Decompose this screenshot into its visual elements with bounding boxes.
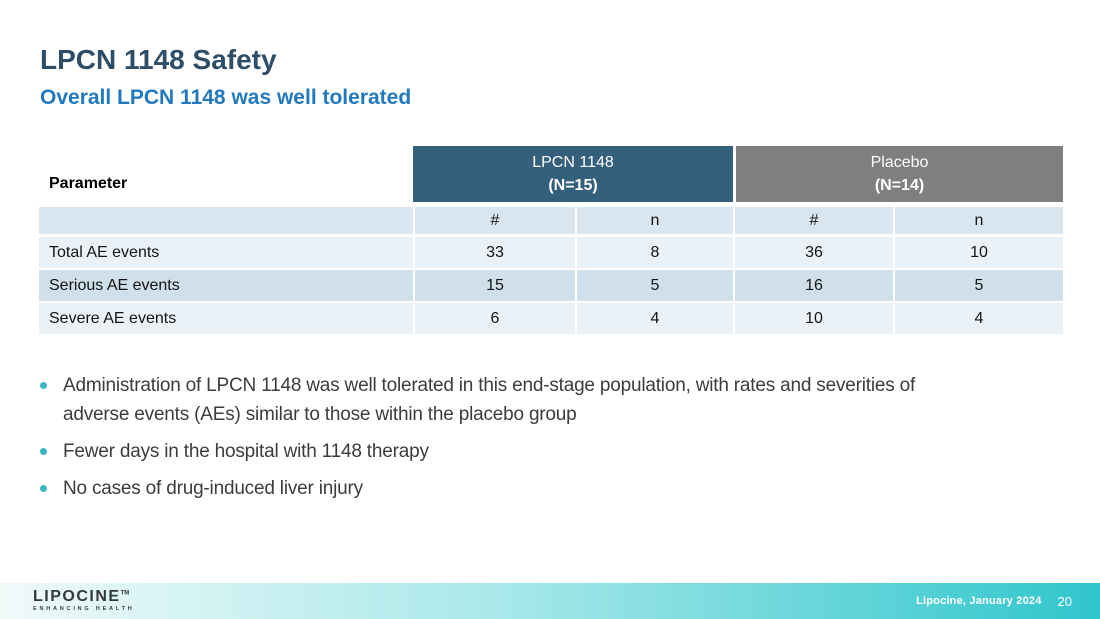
subheader-cell: n (893, 207, 1063, 234)
row-value: 33 (413, 237, 575, 268)
table-subheader-row: # n # n (39, 207, 1063, 234)
row-value: 36 (733, 237, 893, 268)
table-row: Severe AE events 6 4 10 4 (39, 303, 1063, 334)
logo-text: LIPOCINE (33, 588, 121, 606)
table-row: Total AE events 33 8 36 10 (39, 237, 1063, 268)
logo-wordmark: LIPOCINETM (33, 589, 135, 605)
row-value: 8 (575, 237, 733, 268)
page-number: 20 (1057, 593, 1072, 609)
group-label: LPCN 1148 (532, 154, 614, 171)
lipocine-logo: LIPOCINETM ENHANCING HEALTH (33, 589, 135, 613)
page-title: LPCN 1148 Safety (40, 44, 277, 75)
logo-tagline: ENHANCING HEALTH (33, 606, 135, 613)
row-label: Total AE events (49, 243, 160, 261)
adverse-events-table: Parameter LPCN 1148 (N=15) Placebo (N=14… (39, 146, 1063, 334)
bullet-item: No cases of drug-induced liver injury (40, 474, 980, 503)
row-value: 6 (413, 303, 575, 334)
subheader-cell: n (575, 207, 733, 234)
bullet-text: Administration of LPCN 1148 was well tol… (63, 375, 916, 425)
bullet-text: Fewer days in the hospital with 1148 the… (63, 441, 429, 462)
bullet-text: No cases of drug-induced liver injury (63, 478, 363, 499)
bullet-icon (40, 437, 63, 466)
group-n-count: (N=14) (874, 177, 925, 194)
table-row: Serious AE events 15 5 16 5 (39, 270, 1063, 301)
group-label: Placebo (870, 154, 929, 171)
row-value: 16 (733, 270, 893, 301)
bullet-icon (40, 371, 63, 429)
row-label: Severe AE events (49, 309, 177, 327)
column-header-parameter: Parameter (49, 175, 128, 192)
bullet-icon (40, 474, 63, 503)
bullet-item: Fewer days in the hospital with 1148 the… (40, 437, 980, 466)
page-subtitle: Overall LPCN 1148 was well tolerated (40, 86, 412, 109)
row-value: 10 (893, 237, 1063, 268)
column-group-lpcn-1148: LPCN 1148 (N=15) (413, 146, 733, 202)
row-label: Serious AE events (49, 276, 180, 294)
subheader-empty-cell (39, 207, 413, 234)
row-value: 4 (575, 303, 733, 334)
bullet-list: Administration of LPCN 1148 was well tol… (40, 371, 980, 511)
row-value: 15 (413, 270, 575, 301)
bullet-item: Administration of LPCN 1148 was well tol… (40, 371, 980, 429)
table-group-header-row: Parameter LPCN 1148 (N=15) Placebo (N=14… (39, 146, 1063, 202)
row-value: 5 (575, 270, 733, 301)
subheader-cell: # (733, 207, 893, 234)
footer-credit: Lipocine, January 2024 (916, 595, 1042, 607)
footer-right: Lipocine, January 2024 20 (916, 594, 1072, 609)
row-value: 4 (893, 303, 1063, 334)
column-group-placebo: Placebo (N=14) (733, 146, 1063, 202)
trademark-icon: TM (120, 590, 130, 597)
group-n-count: (N=15) (548, 177, 598, 194)
subheader-cell: # (413, 207, 575, 234)
row-value: 5 (893, 270, 1063, 301)
footer-bar: LIPOCINETM ENHANCING HEALTH Lipocine, Ja… (0, 583, 1100, 619)
row-value: 10 (733, 303, 893, 334)
